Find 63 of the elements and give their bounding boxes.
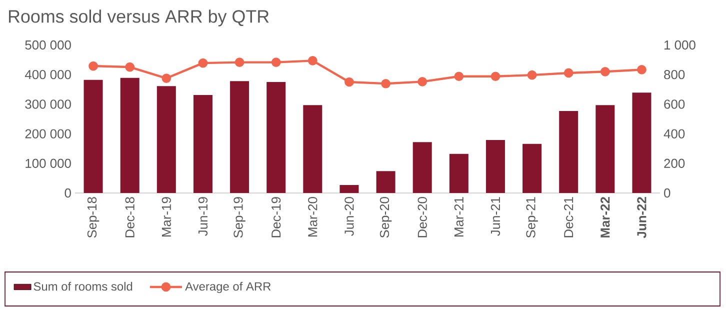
point	[234, 58, 244, 67]
point	[308, 56, 318, 66]
y-tick-label: 200 000	[25, 129, 71, 138]
chart-title: Rooms sold versus ARR by QTR	[8, 10, 269, 26]
point	[162, 74, 172, 83]
x-tick-label: Mar-19	[162, 197, 171, 236]
bar	[193, 95, 212, 193]
point	[637, 65, 646, 74]
x-tick-label: Dec-19	[272, 197, 281, 238]
y2-tick-label: 1 000	[664, 40, 696, 50]
point	[344, 77, 354, 87]
x-tick-label: Jun-22	[637, 197, 646, 238]
point	[564, 68, 574, 78]
y2-tick-label: 400	[664, 129, 685, 138]
x-tick-label: Mar-22	[600, 197, 610, 238]
point	[381, 78, 390, 88]
bar	[84, 80, 103, 193]
x-tick-label: Dec-20	[418, 197, 427, 238]
x-tick-label: Dec-21	[564, 197, 574, 238]
bar	[632, 92, 652, 193]
x-tick-label: Sep-18	[87, 197, 100, 238]
x-tick-label: Mar-20	[308, 197, 318, 236]
point	[490, 72, 500, 82]
bar	[230, 81, 250, 193]
bar	[412, 142, 432, 193]
y2-tick-label: 800	[664, 70, 685, 80]
legend-label: Sum of rooms sold	[34, 282, 132, 291]
point	[125, 62, 135, 72]
x-tick-label: Dec-18	[125, 197, 134, 238]
y2-tick-label: 600	[664, 100, 685, 109]
bar	[559, 111, 578, 193]
y-tick-label: 100 000	[26, 158, 71, 168]
x-tick-label: Mar-21	[454, 197, 464, 236]
bar	[376, 171, 396, 193]
x-tick-label: Jun-21	[490, 197, 500, 236]
bar	[449, 154, 468, 193]
point	[271, 58, 281, 67]
x-tick-label: Sep-19	[234, 197, 246, 238]
y-tick-label: 400 000	[24, 70, 71, 80]
y-tick-label: 0	[64, 188, 71, 198]
point	[418, 77, 428, 86]
point	[454, 72, 464, 82]
bar	[486, 140, 505, 193]
bar	[156, 86, 176, 193]
bar	[340, 185, 359, 193]
y2-tick-label: 200	[664, 158, 685, 168]
x-tick-label: Jun-19	[198, 197, 208, 236]
point	[600, 66, 610, 76]
bar	[303, 105, 322, 193]
x-tick-label: Jun-20	[344, 197, 354, 236]
y-tick-label: 300 000	[25, 100, 71, 109]
legend-label: Average of ARR	[185, 282, 271, 294]
y2-tick-label: 0	[664, 188, 670, 198]
bar	[596, 105, 615, 193]
bar	[266, 82, 286, 193]
x-tick-label: Sep-20	[380, 197, 392, 238]
bar	[120, 78, 140, 193]
y-tick-label: 500 000	[25, 40, 71, 50]
x-tick-label: Sep-21	[526, 197, 538, 238]
point	[527, 70, 537, 80]
point	[198, 58, 208, 68]
bar	[522, 144, 542, 193]
point	[88, 61, 98, 71]
